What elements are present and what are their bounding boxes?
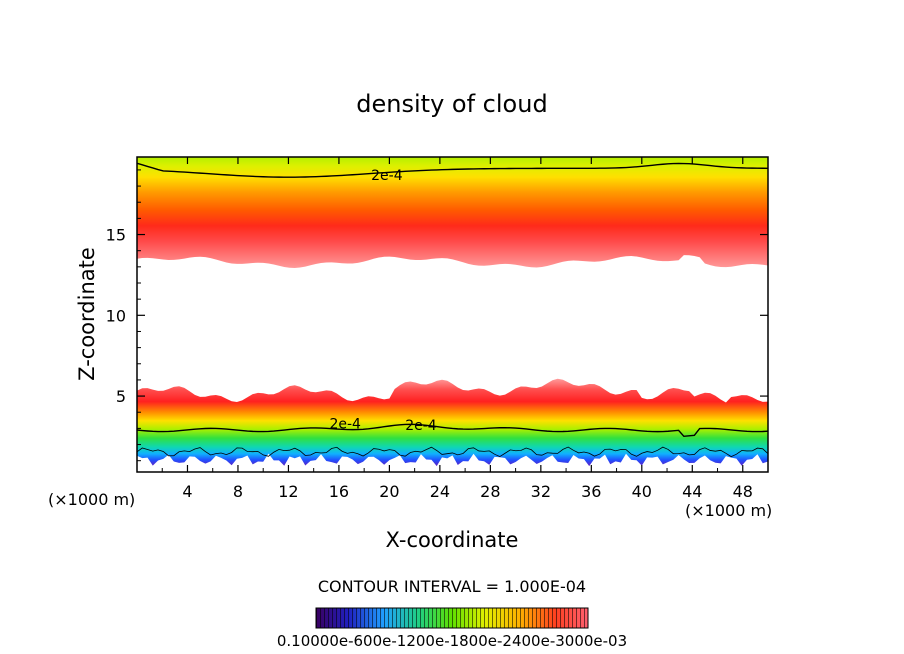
x-tick-label: 28 (480, 482, 500, 501)
x-tick-label: 32 (531, 482, 551, 501)
y-tick-label: 5 (116, 387, 126, 406)
lower-contour-line-inner (137, 446, 768, 458)
colorbar-segment-lines (316, 608, 588, 628)
x-unit-label-right: (×1000 m) (685, 501, 772, 520)
colorbar-labels: 0.10000e-600e-1200e-1800e-2400e-3000e-03 (277, 632, 627, 650)
chart-title: density of cloud (356, 90, 547, 118)
plot-frame (136, 156, 769, 473)
y-axis-label: Z-coordinate (75, 247, 99, 381)
x-tick-label: 20 (379, 482, 399, 501)
x-tick-label: 16 (329, 482, 349, 501)
x-tick-label: 4 (182, 482, 192, 501)
contour-labels: 2e-4 2e-4 2e-4 (329, 168, 437, 434)
contour-label: 2e-4 (329, 417, 361, 433)
x-axis-label: X-coordinate (386, 528, 519, 552)
x-tick-label: 40 (632, 482, 652, 501)
y-tick-label: 15 (106, 226, 126, 245)
x-tick-label: 8 (233, 482, 243, 501)
contour-label: 2e-4 (405, 418, 437, 434)
x-unit-label-left: (×1000 m) (48, 490, 135, 509)
upper-cloud-layer (137, 157, 768, 268)
x-tick-label: 12 (278, 482, 298, 501)
plot-area (137, 157, 768, 467)
contour-label: 2e-4 (371, 168, 403, 184)
lower-contour-line (137, 423, 768, 438)
x-tick-label: 36 (581, 482, 601, 501)
x-tick-label: 44 (682, 482, 702, 501)
x-tick-label: 48 (733, 482, 753, 501)
lower-cloud-layer (137, 378, 768, 467)
upper-contour-line (137, 162, 768, 178)
x-tick-label: 24 (430, 482, 450, 501)
y-tick-label: 10 (106, 306, 126, 325)
y-axis-ticks: 5 10 15 (106, 169, 768, 462)
contour-interval-text: CONTOUR INTERVAL = 1.000E-04 (318, 577, 586, 596)
x-axis-ticks: 4 8 12 16 20 24 28 32 36 40 44 48 (161, 157, 753, 501)
